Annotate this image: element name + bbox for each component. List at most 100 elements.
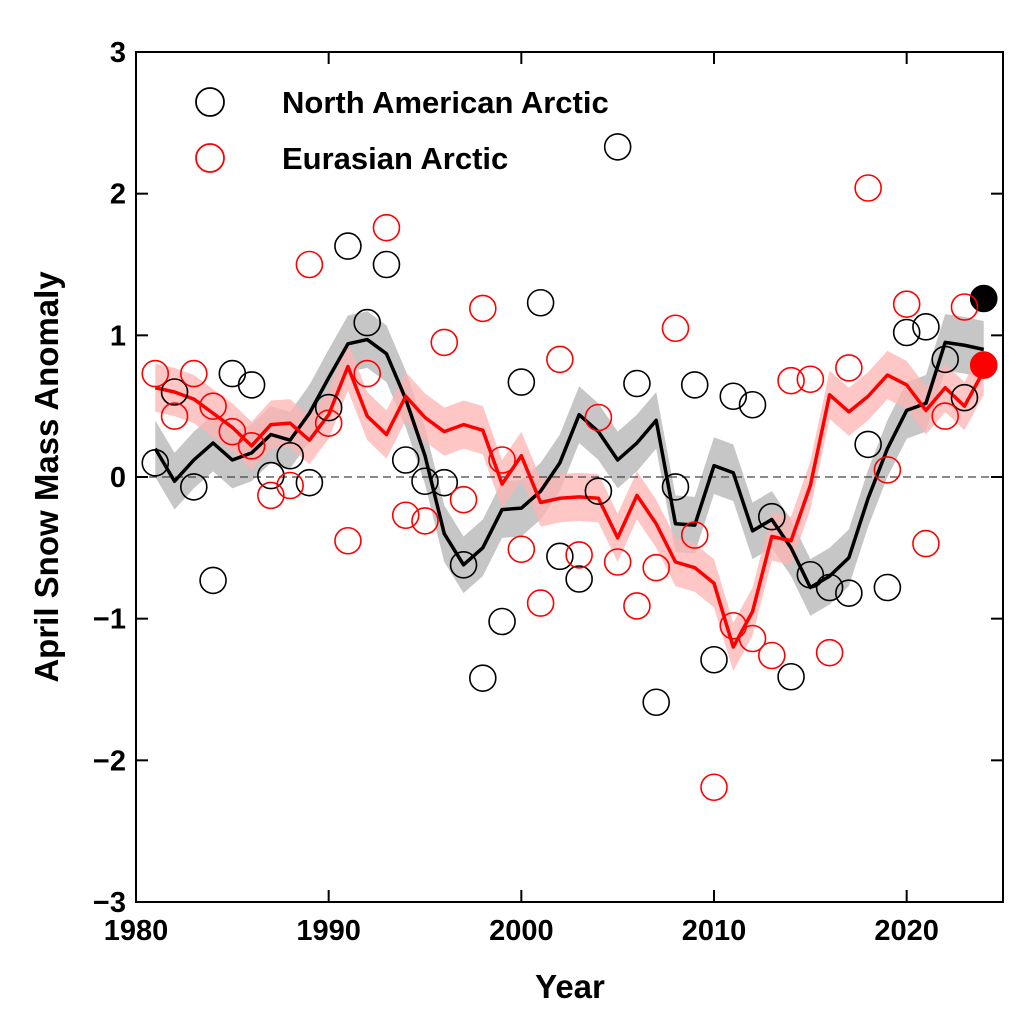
point xyxy=(835,354,863,382)
point xyxy=(680,371,709,399)
point xyxy=(873,456,902,484)
point xyxy=(141,449,170,477)
point xyxy=(488,607,516,636)
point xyxy=(757,641,786,670)
point xyxy=(199,566,227,595)
point xyxy=(873,573,902,602)
point xyxy=(160,378,189,406)
legend-label: Eurasian Arctic xyxy=(282,141,508,176)
point xyxy=(295,468,324,497)
point xyxy=(372,250,401,279)
y-tick-label: 3 xyxy=(110,37,126,69)
point xyxy=(912,313,940,341)
point xyxy=(931,345,960,374)
point xyxy=(411,507,439,535)
legend-label: North American Arctic xyxy=(282,85,609,120)
point xyxy=(642,688,671,717)
point xyxy=(449,551,478,579)
point xyxy=(218,359,247,388)
point xyxy=(488,446,516,474)
running-mean-line xyxy=(153,337,985,590)
point xyxy=(815,573,844,602)
point xyxy=(546,345,574,374)
point xyxy=(661,314,690,343)
point xyxy=(141,359,170,388)
x-tick-label: 1990 xyxy=(296,915,361,947)
running-mean-line xyxy=(154,364,986,649)
point xyxy=(661,473,690,501)
y-tick-label: −1 xyxy=(93,604,126,636)
x-tick-label: 2020 xyxy=(874,915,939,947)
point xyxy=(719,382,748,411)
point xyxy=(160,402,189,430)
point xyxy=(892,318,921,347)
point xyxy=(353,308,382,337)
point xyxy=(700,645,728,674)
y-tick-label: −2 xyxy=(93,745,126,777)
point xyxy=(584,477,613,505)
point xyxy=(468,294,497,323)
point xyxy=(738,390,767,419)
point xyxy=(507,368,536,396)
point xyxy=(314,393,343,422)
point xyxy=(430,468,459,497)
point xyxy=(180,359,208,388)
y-axis-label: April Snow Mass Anomaly xyxy=(28,271,65,683)
point xyxy=(700,773,728,802)
point xyxy=(237,371,266,399)
point xyxy=(796,365,825,394)
point xyxy=(854,430,882,459)
point xyxy=(757,502,786,531)
point xyxy=(642,553,671,582)
legend-marker xyxy=(195,143,225,173)
point xyxy=(680,521,709,549)
y-tick-label: −3 xyxy=(93,887,126,919)
point xyxy=(353,359,382,388)
point xyxy=(449,485,478,514)
point xyxy=(391,501,420,530)
point xyxy=(738,624,767,653)
point xyxy=(603,548,632,576)
legend-marker xyxy=(195,87,225,117)
y-tick-label: 2 xyxy=(110,179,126,211)
point xyxy=(334,232,362,260)
y-tick-label: 1 xyxy=(110,320,126,352)
point xyxy=(218,417,247,446)
point xyxy=(314,409,343,437)
point xyxy=(815,638,844,667)
point xyxy=(950,293,979,321)
x-tick-label: 2000 xyxy=(489,915,554,947)
point xyxy=(237,432,266,460)
point xyxy=(931,402,960,430)
point xyxy=(892,290,921,318)
point xyxy=(526,288,555,317)
point xyxy=(777,366,805,395)
point xyxy=(372,213,401,242)
point xyxy=(257,481,285,510)
point xyxy=(603,133,632,161)
point xyxy=(623,369,651,398)
x-tick-label: 2010 xyxy=(682,915,747,947)
y-tick-label: 0 xyxy=(110,462,126,494)
point xyxy=(199,392,227,420)
point xyxy=(257,461,285,490)
point xyxy=(430,328,459,357)
point xyxy=(854,174,882,202)
point xyxy=(546,542,574,571)
point xyxy=(334,526,362,555)
point xyxy=(719,611,748,640)
x-axis-label: Year xyxy=(535,968,605,1005)
highlight-point xyxy=(969,351,998,379)
point xyxy=(276,471,304,500)
point xyxy=(526,589,555,617)
point xyxy=(507,535,536,564)
point xyxy=(835,579,863,607)
point xyxy=(295,250,324,279)
point xyxy=(777,662,805,691)
legend: North American Arctic Eurasian Arctic xyxy=(195,85,609,176)
x-tick-label: 1980 xyxy=(104,915,169,947)
point xyxy=(468,664,497,692)
point xyxy=(584,403,613,432)
point xyxy=(796,560,825,589)
